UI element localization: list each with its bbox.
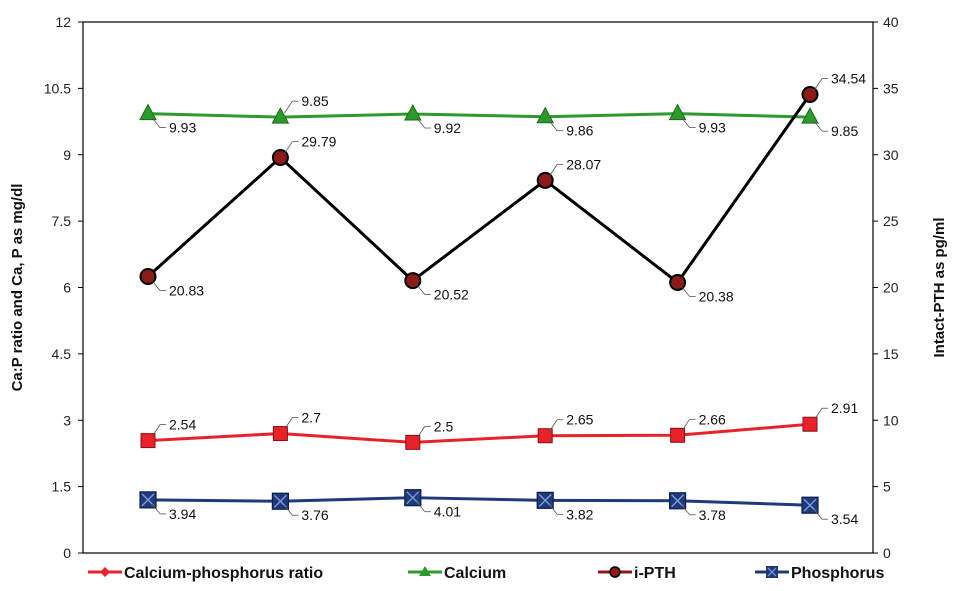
right-axis-title: Intact-PTH as pg/ml <box>931 217 948 357</box>
pth-data-label: 20.83 <box>169 282 204 298</box>
pth-data-label: 34.54 <box>831 70 866 86</box>
ratio-data-label-leader <box>682 419 690 431</box>
pth-data-label-leader <box>814 78 822 90</box>
right-axis-tick-label: 10 <box>883 412 899 428</box>
calcium-data-label: 9.93 <box>169 120 196 136</box>
ratio-data-label: 2.5 <box>434 418 454 434</box>
left-axis-tick-label: 4.5 <box>52 346 72 362</box>
right-axis-tick-label: 30 <box>883 147 899 163</box>
calcium-data-label: 9.93 <box>699 120 726 136</box>
legend-pth-label: i-PTH <box>634 565 676 582</box>
left-axis-tick-label: 12 <box>55 14 71 30</box>
pth-data-label-leader <box>284 142 292 154</box>
ratio-data-label: 2.65 <box>566 412 593 428</box>
pth-data-label-leader <box>682 286 690 296</box>
pth-data-label: 20.38 <box>699 288 734 304</box>
legend-ratio-marker <box>100 567 110 577</box>
ratio-data-label-leader <box>814 408 822 420</box>
pth-data-label: 28.07 <box>566 156 601 172</box>
pth-data-label-leader <box>152 280 160 290</box>
phosphorus-data-label: 3.54 <box>831 511 858 527</box>
phosphorus-data-label: 3.76 <box>301 507 328 523</box>
pth-data-label-leader <box>549 164 557 176</box>
phosphorus-data-label: 3.78 <box>699 507 726 523</box>
phosphorus-data-label: 3.94 <box>169 506 196 522</box>
left-axis-tick-label: 10.5 <box>44 80 71 96</box>
right-axis-tick-label: 15 <box>883 346 899 362</box>
left-axis-tick-label: 3 <box>63 412 71 428</box>
right-axis-tick-label: 25 <box>883 213 899 229</box>
ratio-data-label-leader <box>549 420 557 432</box>
calcium-marker <box>140 105 156 120</box>
left-axis-title: Ca:P ratio and Ca, P as mg/dl <box>9 184 26 392</box>
ratio-data-label: 2.66 <box>699 411 726 427</box>
pth-data-label-leader <box>417 285 425 295</box>
right-axis-tick-label: 5 <box>883 479 891 495</box>
calcium-marker <box>405 105 421 120</box>
legend-pth-marker <box>610 567 620 577</box>
ratio-data-label-leader <box>417 426 425 438</box>
right-axis-tick-label: 20 <box>883 280 899 296</box>
ratio-data-label-leader <box>284 418 292 430</box>
legend-ratio-label: Calcium-phosphorus ratio <box>124 565 323 582</box>
left-axis-tick-label: 0 <box>63 545 71 561</box>
right-axis-tick-label: 40 <box>883 14 899 30</box>
pth-data-label: 20.52 <box>434 287 469 303</box>
phosphorus-data-label: 4.01 <box>434 504 461 520</box>
right-axis-tick-label: 35 <box>883 80 899 96</box>
legend-calcium-label: Calcium <box>444 565 506 582</box>
calcium-data-label-leader <box>284 101 292 113</box>
right-axis-tick-label: 0 <box>883 545 891 561</box>
calcium-data-label: 9.86 <box>566 123 593 139</box>
calcium-data-label: 9.92 <box>434 120 461 136</box>
pth-data-label: 29.79 <box>301 134 336 150</box>
calcium-marker <box>670 105 686 120</box>
phosphorus-data-label: 3.82 <box>566 506 593 522</box>
ratio-data-label: 2.54 <box>169 417 196 433</box>
ratio-data-label-leader <box>152 425 160 437</box>
legend-phosphorus-label: Phosphorus <box>791 565 884 582</box>
ratio-data-label: 2.91 <box>831 400 858 416</box>
left-axis-tick-label: 7.5 <box>52 213 72 229</box>
calcium-data-label: 9.85 <box>831 123 858 139</box>
phosphorus-series-line <box>148 498 810 506</box>
ratio-data-label: 2.7 <box>301 410 321 426</box>
calcium-series-line <box>148 114 810 118</box>
left-axis-tick-label: 1.5 <box>52 479 72 495</box>
left-axis-tick-label: 9 <box>63 147 71 163</box>
left-axis-tick-label: 6 <box>63 280 71 296</box>
calcium-data-label: 9.85 <box>301 93 328 109</box>
